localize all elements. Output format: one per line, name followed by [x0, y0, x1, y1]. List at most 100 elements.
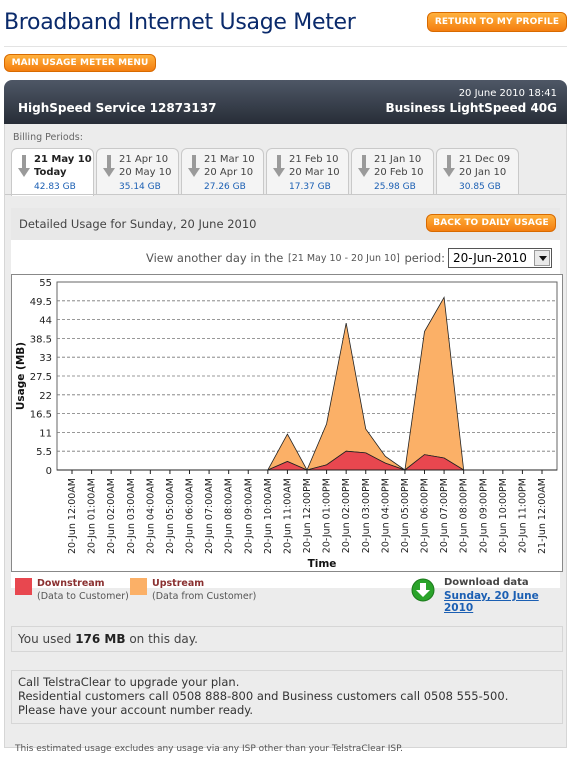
billing-period-tab[interactable]: 21 Mar 10 20 Apr 10 27.26 GB: [181, 148, 264, 194]
footnote: This estimated usage excludes any usage …: [15, 744, 403, 754]
billing-period-tab[interactable]: 21 May 10 Today 42.83 GB: [11, 148, 94, 196]
plan-name: Business LightSpeed 40G: [385, 101, 557, 115]
account-bar: HighSpeed Service 12873137 20 June 2010 …: [4, 80, 567, 124]
main-menu-button[interactable]: MAIN USAGE METER MENU: [4, 54, 156, 72]
period-usage: 42.83 GB: [34, 182, 76, 192]
period-start: 21 Feb 10: [289, 154, 339, 165]
period-usage: 17.37 GB: [289, 182, 331, 192]
y-tick-label: 38.5: [30, 334, 52, 345]
x-tick-label: 20-Jun 09:00AM: [243, 478, 254, 554]
chevron-down-icon[interactable]: [534, 250, 550, 266]
arrow-down-icon: [443, 155, 455, 177]
upgrade-line-2: Residential customers call 0508 888-800 …: [18, 689, 509, 703]
tab-divider: [5, 194, 566, 195]
x-tick-label: 20-Jun 11:00PM: [517, 478, 528, 553]
billing-period-tab[interactable]: 21 Apr 10 20 May 10 35.14 GB: [96, 148, 179, 194]
upstream-swatch: [130, 578, 147, 595]
view-suffix: period:: [404, 251, 445, 265]
period-start: 21 May 10: [34, 154, 92, 165]
arrow-down-icon: [188, 155, 200, 177]
detail-header: Detailed Usage for Sunday, 20 June 2010 …: [11, 208, 560, 240]
y-tick-label: 22: [39, 391, 52, 402]
usage-chart-svg: 0 5.5 11 16.5 22 27.5 33 38.5 44 49.5 55 20-Jun 12:…: [15, 278, 558, 570]
x-tick-label: 20-Jun 06:00AM: [185, 478, 196, 554]
x-tick-label: 20-Jun 10:00PM: [498, 478, 509, 553]
y-tick-label: 33: [39, 353, 52, 364]
arrow-down-icon: [358, 155, 370, 177]
period-usage: 30.85 GB: [459, 182, 501, 192]
period-end: Today: [34, 167, 67, 178]
x-tick-label: 20-Jun 08:00AM: [224, 478, 235, 554]
downstream-legend-name: Downstream: [37, 578, 105, 589]
period-end: 20 Apr 10: [204, 167, 254, 178]
y-axis-title: Usage (MB): [15, 342, 27, 410]
upstream-legend-name: Upstream: [152, 578, 205, 589]
x-tick-label: 20-Jun 05:00AM: [165, 478, 176, 554]
billing-period-tab[interactable]: 21 Dec 09 20 Jan 10 30.85 GB: [436, 148, 519, 194]
day-picker-row: View another day in the [21 May 10 - 20 …: [146, 248, 552, 268]
arrow-down-icon: [18, 155, 30, 177]
download-data-label: Download data: [444, 577, 529, 588]
y-tick-label: 55: [39, 278, 52, 289]
x-tick-label: 20-Jun 10:00AM: [263, 478, 274, 554]
x-tick-label: 21-Jun 12:00AM: [537, 478, 548, 554]
x-tick-label: 20-Jun 12:00PM: [302, 478, 313, 553]
daily-total-box: You used 176 MB on this day.: [11, 626, 563, 652]
return-to-profile-button[interactable]: RETURN TO MY PROFILE: [427, 12, 567, 32]
service-id: HighSpeed Service 12873137: [18, 101, 217, 115]
billing-period-tab[interactable]: 21 Jan 10 20 Feb 10 25.98 GB: [351, 148, 434, 194]
upgrade-line-1: Call TelstraClear to upgrade your plan.: [18, 675, 240, 689]
y-tick-label: 0: [46, 466, 52, 477]
upstream-legend-sub: (Data from Customer): [152, 591, 257, 602]
header-divider: [4, 46, 567, 47]
upgrade-info-box: Call TelstraClear to upgrade your plan. …: [11, 670, 563, 724]
period-start: 21 Apr 10: [119, 154, 169, 165]
day-select[interactable]: 20-Jun-2010: [448, 248, 552, 268]
upgrade-line-3: Please have your account number ready.: [18, 703, 254, 717]
download-data-link[interactable]: Sunday, 20 June 2010: [444, 590, 539, 614]
y-tick-label: 49.5: [30, 297, 52, 308]
y-tick-label: 5.5: [36, 447, 52, 458]
x-tick-label: 20-Jun 03:00AM: [126, 478, 137, 554]
x-tick-label: 20-Jun 02:00AM: [106, 478, 117, 554]
usage-chart: 0 5.5 11 16.5 22 27.5 33 38.5 44 49.5 55 20-Jun 12:…: [11, 274, 563, 572]
x-tick-label: 20-Jun 11:00AM: [282, 478, 293, 554]
arrow-down-icon: [103, 155, 115, 177]
usage-panel: Billing Periods: 21 May 10 Today 42.83 GB 2…: [4, 124, 567, 748]
period-start: 21 Jan 10: [374, 154, 422, 165]
x-tick-label: 20-Jun 09:00PM: [478, 478, 489, 553]
x-tick-label: 20-Jun 01:00PM: [322, 478, 333, 553]
x-tick-label: 20-Jun 06:00PM: [420, 478, 431, 553]
total-amount: 176 MB: [75, 632, 126, 646]
period-end: 20 Mar 10: [289, 167, 340, 178]
download-arrow-icon[interactable]: [411, 578, 435, 602]
period-usage: 35.14 GB: [119, 182, 161, 192]
view-prefix: View another day in the: [145, 251, 284, 265]
x-axis-title: Time: [308, 558, 337, 570]
period-end: 20 May 10: [119, 167, 172, 178]
y-tick-label: 27.5: [30, 372, 52, 383]
detail-title: Detailed Usage for Sunday, 20 June 2010: [19, 217, 257, 231]
x-tick-label: 20-Jun 07:00PM: [439, 478, 450, 553]
period-end: 20 Jan 10: [459, 167, 507, 178]
back-to-daily-button[interactable]: BACK TO DAILY USAGE: [426, 214, 556, 232]
x-tick-label: 20-Jun 04:00AM: [145, 478, 156, 554]
x-tick-label: 20-Jun 04:00PM: [380, 478, 391, 553]
day-select-value: 20-Jun-2010: [453, 251, 527, 265]
x-tick-label: 20-Jun 12:00AM: [67, 478, 78, 554]
x-tick-label: 20-Jun 03:00PM: [361, 478, 372, 553]
detail-content: Detailed Usage for Sunday, 20 June 2010 …: [11, 208, 563, 588]
total-suffix: on this day.: [129, 632, 198, 646]
y-tick-label: 16.5: [30, 410, 52, 421]
view-range: [21 May 10 - 20 Jun 10]: [288, 252, 400, 264]
x-tick-label: 20-Jun 05:00PM: [400, 478, 411, 553]
x-tick-label: 20-Jun 08:00PM: [459, 478, 470, 553]
x-tick-label: 20-Jun 02:00PM: [341, 478, 352, 553]
period-end: 20 Feb 10: [374, 167, 424, 178]
x-tick-label: 20-Jun 01:00AM: [87, 478, 98, 554]
period-usage: 27.26 GB: [204, 182, 246, 192]
billing-period-tab[interactable]: 21 Feb 10 20 Mar 10 17.37 GB: [266, 148, 349, 194]
arrow-down-icon: [273, 155, 285, 177]
period-start: 21 Dec 09: [459, 154, 511, 165]
y-tick-label: 11: [39, 428, 52, 439]
